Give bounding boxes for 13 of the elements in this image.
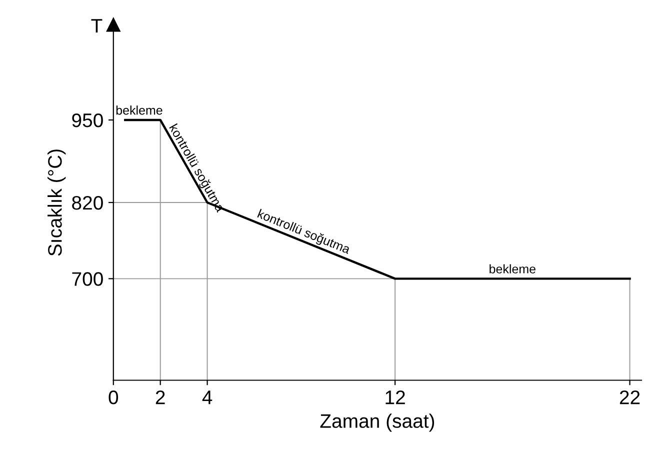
x-tick-label: 22	[620, 390, 640, 404]
x-tick-label: 2	[156, 390, 165, 404]
y-axis-title: Sıcaklık (°C)	[48, 150, 66, 256]
y-tick-label: 700	[72, 272, 103, 286]
text: T	[91, 19, 102, 33]
y-tick-label: 820	[72, 196, 103, 210]
annotation: bekleme	[116, 106, 162, 115]
y-tick-label: 950	[72, 113, 103, 128]
annotation: bekleme	[490, 264, 536, 274]
x-tick-label: 12	[386, 390, 405, 404]
x-tick-label: 0	[108, 390, 118, 404]
x-tick-label: 4	[202, 390, 212, 404]
x-axis-title: Zaman (saat)	[320, 414, 434, 432]
